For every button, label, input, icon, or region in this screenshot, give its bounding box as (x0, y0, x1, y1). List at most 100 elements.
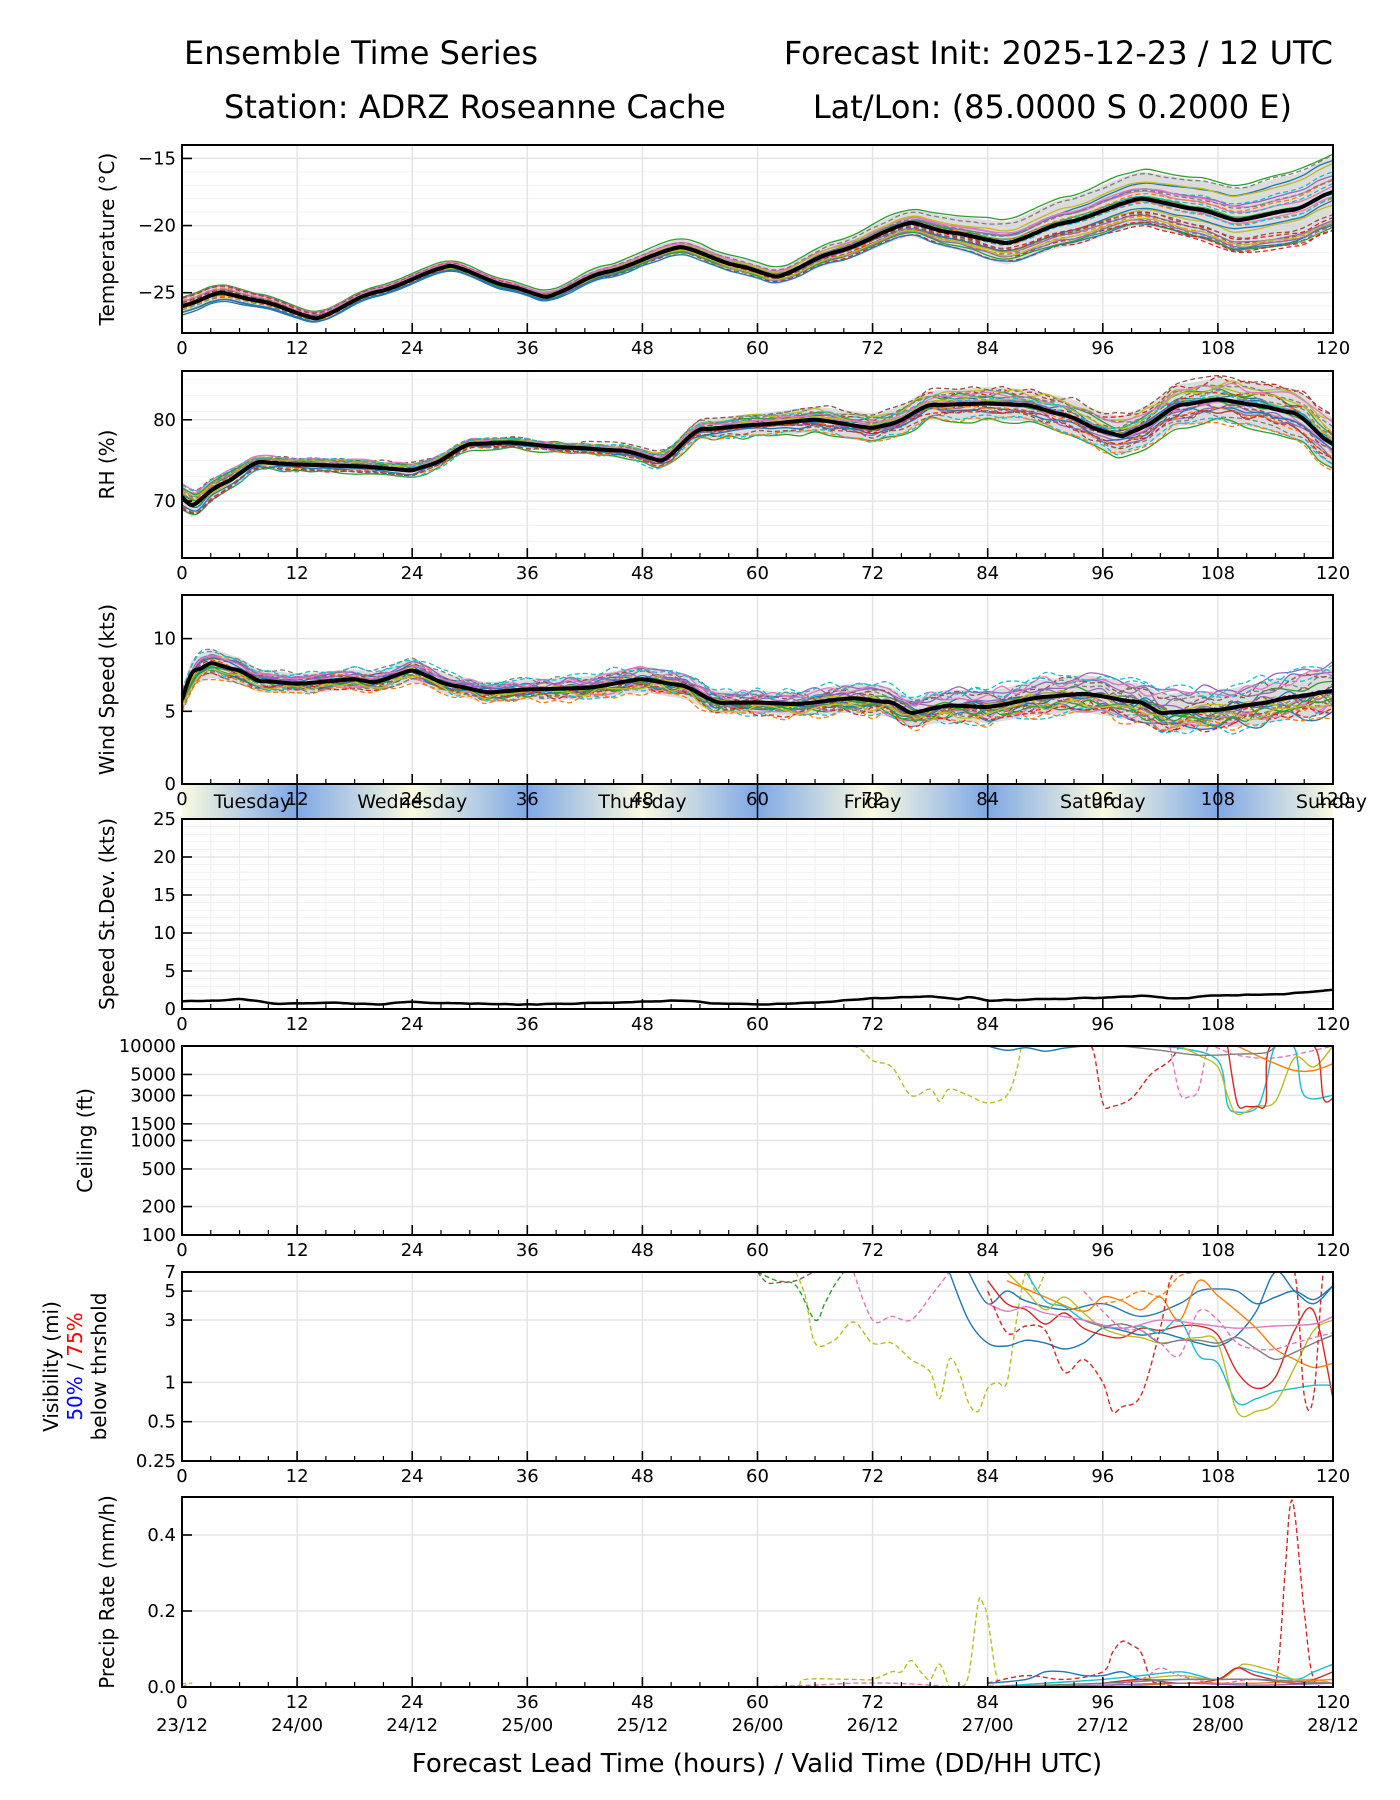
y-tick-label: 5 (165, 701, 176, 722)
x-tick-label: 84 (976, 789, 999, 810)
ensemble-member-line (1226, 1046, 1333, 1109)
x-tick-label: 72 (861, 789, 884, 810)
day-label: Friday (844, 791, 902, 813)
x-tick-label: 60 (746, 1692, 769, 1713)
ensemble-mean-line (182, 190, 1333, 321)
y-tick-label: 500 (142, 1159, 176, 1180)
threshold-separator: / (63, 1357, 87, 1376)
series-group (182, 1499, 1333, 1687)
x-tick-label: 72 (861, 1692, 884, 1713)
y-axis-label: Wind Speed (kts) (95, 604, 119, 775)
forecast-init: Forecast Init: 2025-12-23 / 12 UTC (784, 34, 1333, 72)
y-tick-label: 100 (142, 1225, 176, 1246)
ensemble-member-line (756, 1272, 835, 1285)
x-tick-label: 24 (401, 1692, 424, 1713)
ensemble-member-line (182, 414, 1333, 515)
x-tick-label: 120 (1316, 1692, 1350, 1713)
panel-temperature: 0 12 24 36 48 60 72 84 96 108 120 −25 −20 −15 Temperat… (95, 144, 1350, 359)
valid-time-label: 25/00 (501, 1715, 553, 1736)
x-tick-label: 72 (861, 338, 884, 359)
y-tick-label: 0 (165, 999, 176, 1020)
x-tick-label: 12 (286, 789, 309, 810)
ensemble-member-line (795, 1272, 1046, 1413)
day-band (757, 784, 988, 819)
y-tick-label: 80 (153, 410, 176, 431)
ensemble-member-line (1121, 1046, 1276, 1057)
x-tick-label: 0 (176, 1014, 187, 1035)
y-axis-label: RH (%) (95, 430, 119, 500)
x-tick-label: 12 (286, 563, 309, 584)
y-tick-label: 0.0 (147, 1677, 176, 1698)
x-tick-label: 48 (631, 563, 654, 584)
x-tick-label: 96 (1091, 1692, 1114, 1713)
valid-time-label: 26/12 (847, 1715, 899, 1736)
series-group (182, 375, 1333, 518)
ensemble-member-line (182, 668, 1333, 729)
valid-time-label: 28/12 (1307, 1715, 1359, 1736)
valid-time-label: 24/12 (386, 1715, 438, 1736)
x-tick-label: 120 (1316, 1466, 1350, 1487)
y-tick-label: 20 (153, 847, 176, 868)
x-tick-label: 108 (1201, 338, 1235, 359)
y-tick-label: −20 (138, 216, 176, 237)
ensemble-member-line (1141, 1046, 1333, 1114)
x-tick-label: 60 (746, 1240, 769, 1261)
series-group (182, 648, 1333, 735)
series-group (182, 153, 1333, 324)
series-group (805, 1046, 1333, 1116)
valid-time-label: 23/12 (156, 1715, 208, 1736)
x-tick-label: 36 (516, 1692, 539, 1713)
x-tick-label: 84 (976, 563, 999, 584)
ensemble-member-line (182, 650, 1333, 702)
x-tick-label: 12 (286, 338, 309, 359)
ensemble-member-line (1025, 1272, 1333, 1406)
x-tick-label: 36 (516, 1240, 539, 1261)
valid-time-label: 27/00 (962, 1715, 1014, 1736)
y-axis-sublabel: 50% / 75% (63, 1312, 87, 1420)
ensemble-member-line (182, 398, 1333, 495)
day-band (1217, 784, 1333, 819)
x-tick-label: 84 (976, 1466, 999, 1487)
y-tick-label: 3 (165, 1310, 176, 1331)
x-tick-label: 48 (631, 1014, 654, 1035)
y-axis-sublabel-2: below thrshold (87, 1293, 111, 1441)
ensemble-member-line (182, 657, 1333, 705)
x-tick-label: 84 (976, 1692, 999, 1713)
x-tick-label: 72 (861, 1240, 884, 1261)
y-tick-label: −25 (138, 283, 176, 304)
x-tick-label: 48 (631, 789, 654, 810)
ensemble-member-line (987, 1046, 1084, 1052)
ensemble-member-line (852, 1272, 950, 1324)
x-tick-label: 24 (401, 1240, 424, 1261)
panel-wind-speed: 0 12 24 36 48 60 72 84 96 108 120 0 5 10 Wind Speed (k… (95, 594, 1350, 810)
ensemble-member-line (182, 410, 1333, 514)
x-tick-label: 0 (176, 1692, 187, 1713)
y-tick-label: 5000 (130, 1064, 176, 1085)
day-band (297, 784, 528, 819)
day-band (182, 784, 298, 819)
y-tick-label: 7 (165, 1262, 176, 1283)
x-tick-label: 36 (516, 338, 539, 359)
y-axis-label: Temperature (°C) (95, 153, 119, 327)
y-axis-label: Speed St.Dev. (kts) (95, 818, 119, 1010)
ensemble-member-line (1083, 1319, 1333, 1361)
x-tick-label: 36 (516, 789, 539, 810)
ensemble-mean-line (182, 397, 1333, 508)
x-tick-label: 72 (861, 1014, 884, 1035)
ensemble-member-line (182, 153, 1333, 312)
x-tick-label: 24 (401, 563, 424, 584)
ensemble-member-line (1102, 1663, 1333, 1687)
y-tick-label: 3000 (130, 1085, 176, 1106)
y-tick-label: 5 (165, 961, 176, 982)
x-tick-label: 96 (1091, 563, 1114, 584)
x-tick-label: 120 (1316, 1240, 1350, 1261)
y-tick-label: 0.5 (147, 1412, 176, 1433)
x-tick-label: 120 (1316, 563, 1350, 584)
x-tick-label: 48 (631, 1240, 654, 1261)
threshold-75-label: 75% (63, 1312, 87, 1356)
y-axis-label: Visibility (mi) (39, 1301, 63, 1432)
valid-time-label: 28/00 (1192, 1715, 1244, 1736)
x-tick-label: 48 (631, 338, 654, 359)
x-tick-label: 12 (286, 1240, 309, 1261)
